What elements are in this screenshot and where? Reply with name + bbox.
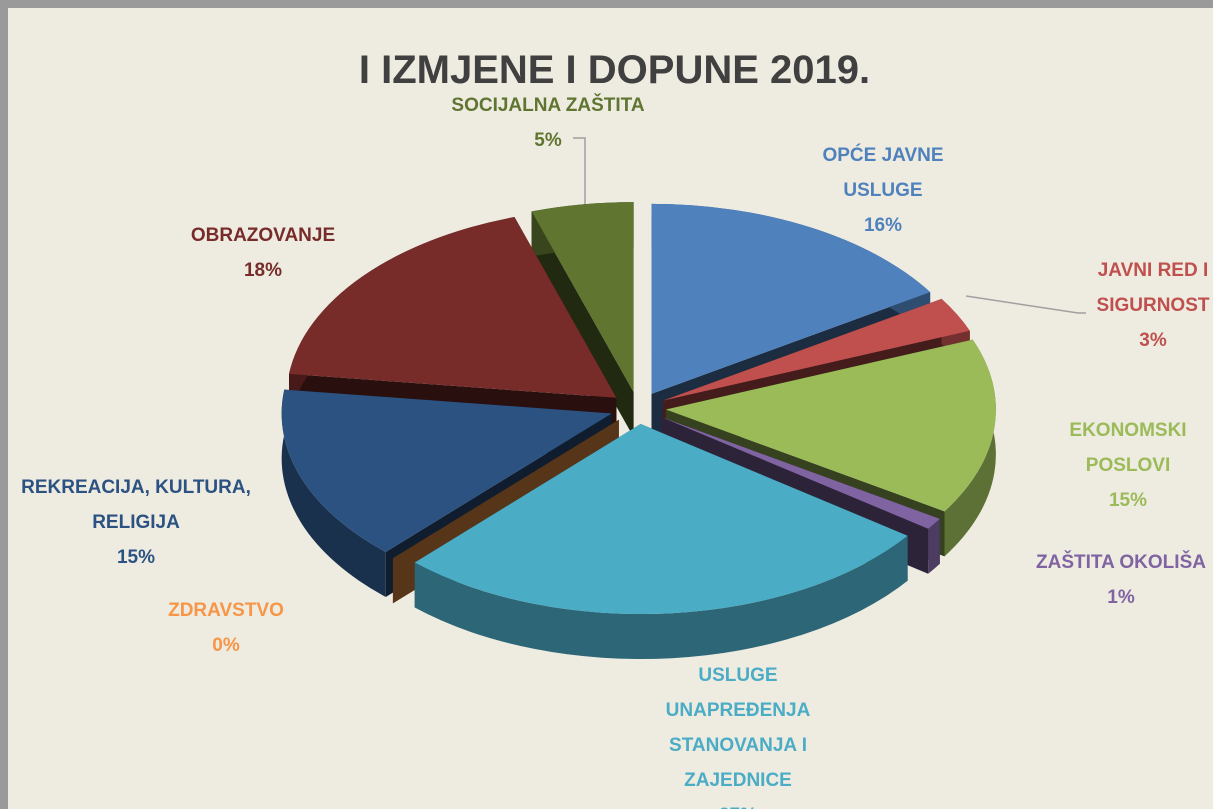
category-label: SOCIJALNA ZAŠTITA — [451, 95, 645, 116]
value-label: 15% — [1108, 490, 1148, 511]
category-label: OPĆE JAVNE USLUGE — [822, 145, 944, 201]
slice-side — [928, 518, 940, 574]
value-label: 16% — [863, 215, 903, 236]
value-label: 0% — [212, 635, 240, 656]
data-label: REKREACIJA, KULTURA, RELIGIJA 15% — [11, 470, 261, 575]
leader-line — [965, 295, 1086, 314]
category-label: ZDRAVSTVO — [168, 600, 284, 621]
slice-side — [531, 211, 634, 438]
data-label: JAVNI RED I SIGURNOST 3% — [1078, 253, 1213, 358]
category-label: ZAŠTITA OKOLIŠA — [1036, 552, 1206, 573]
slice-side — [281, 389, 386, 597]
category-label: REKREACIJA, KULTURA, RELIGIJA — [21, 477, 251, 533]
value-label: 3% — [1139, 330, 1167, 351]
value-label: 27% — [643, 798, 833, 809]
value-label: 18% — [243, 260, 283, 281]
data-label: ZDRAVSTVO 0% — [146, 593, 306, 663]
slice — [662, 298, 970, 401]
value-label: 1% — [1107, 587, 1135, 608]
slice — [661, 417, 940, 529]
slice — [289, 217, 617, 398]
slice — [414, 424, 908, 615]
slice-side — [414, 535, 908, 660]
slice — [392, 419, 619, 559]
slice — [651, 203, 931, 394]
data-label: OPĆE JAVNE USLUGE 16% — [798, 138, 968, 243]
leader-line — [573, 137, 586, 213]
category-label: USLUGE UNAPREĐENJA STANOVANJA I ZAJEDNIC… — [665, 665, 811, 791]
value-label: 5% — [534, 130, 562, 151]
chart — [281, 137, 1086, 660]
data-label: USLUGE UNAPREĐENJA STANOVANJA I ZAJEDNIC… — [643, 658, 833, 809]
category-label: OBRAZOVANJE — [190, 225, 336, 246]
category-label: EKONOMSKI POSLOVI — [1069, 420, 1187, 476]
slice — [665, 339, 996, 512]
data-label: OBRAZOVANJE 18% — [163, 218, 363, 288]
data-label: SOCIJALNA ZAŠTITA 5% — [433, 88, 663, 158]
value-label: 15% — [116, 547, 156, 568]
data-label: ZAŠTITA OKOLIŠA 1% — [1016, 545, 1213, 615]
data-label: EKONOMSKI POSLOVI 15% — [1053, 413, 1203, 518]
slice — [531, 202, 634, 393]
category-label: JAVNI RED I SIGURNOST — [1096, 260, 1210, 316]
slice — [281, 389, 612, 552]
chart-title: I IZMJENE I DOPUNE 2019. — [358, 48, 871, 92]
